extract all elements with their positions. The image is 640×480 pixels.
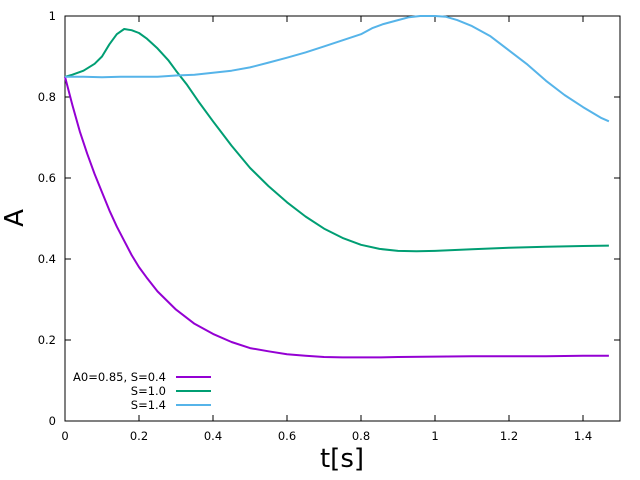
y-axis-title: A (0, 209, 30, 227)
y-tick-label: 0.2 (38, 333, 56, 347)
x-axis-ticks: 0 0.2 0.4 0.6 0.8 1 1.2 1.4 (61, 16, 592, 443)
x-tick-label: 1.2 (500, 429, 518, 443)
y-tick-label: 0.4 (38, 252, 56, 266)
x-tick-label: 0.6 (278, 429, 296, 443)
x-tick-label: 0.4 (204, 429, 222, 443)
legend-label-2: S=1.0 (131, 384, 166, 398)
plot-frame (64, 15, 621, 422)
legend-label-3: S=1.4 (131, 398, 166, 412)
x-axis-title: t[s] (320, 444, 364, 474)
x-tick-label: 0.8 (352, 429, 370, 443)
series-line-1 (64, 76, 609, 359)
legend: A0=0.85, S=0.4S=1.0S=1.4 (73, 370, 211, 412)
series-lines (64, 15, 610, 359)
y-tick-label: 0 (49, 414, 56, 428)
legend-label-1: A0=0.85, S=0.4 (73, 370, 166, 384)
x-tick-label: 0 (61, 429, 68, 443)
y-tick-label: 0.6 (38, 171, 56, 185)
y-tick-label: 1 (49, 9, 56, 23)
x-tick-label: 1.4 (574, 429, 592, 443)
x-tick-label: 1 (431, 429, 438, 443)
series-line-2 (64, 28, 609, 253)
y-tick-label: 0.8 (38, 90, 56, 104)
series-line-3 (65, 15, 610, 123)
y-axis-ticks: 0 0.2 0.4 0.6 0.8 1 (38, 9, 620, 428)
x-tick-label: 0.2 (130, 429, 148, 443)
